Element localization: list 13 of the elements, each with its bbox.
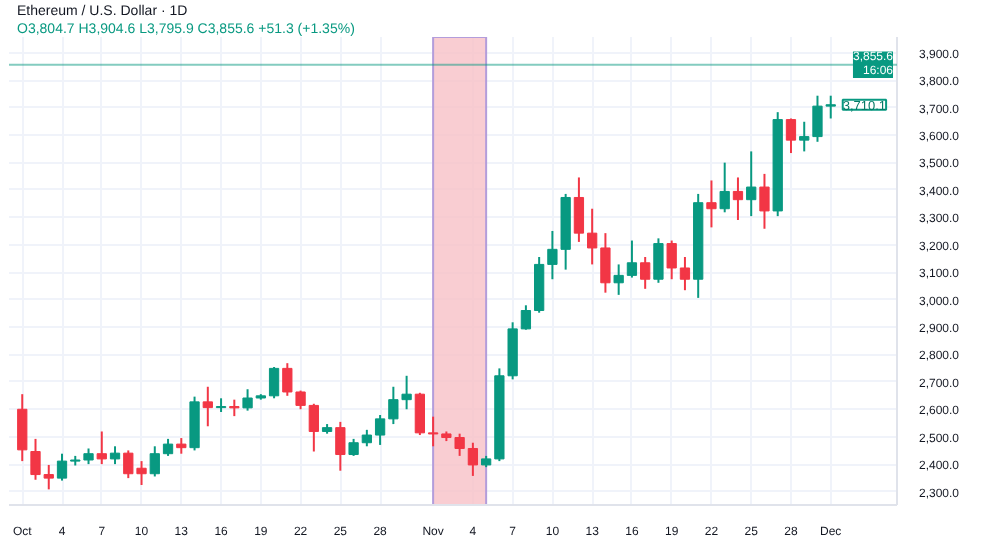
candlestick <box>335 420 346 472</box>
candlestick <box>719 161 730 214</box>
candlestick <box>732 176 744 221</box>
candlestick <box>189 395 200 452</box>
candlestick <box>785 117 797 155</box>
candlestick <box>759 172 770 230</box>
candlestick <box>706 179 717 229</box>
candlestick <box>640 256 651 290</box>
candlestick <box>96 430 107 466</box>
candlestick <box>17 393 28 463</box>
candlestick <box>653 237 664 284</box>
candlestick <box>746 150 757 218</box>
candlestick <box>202 385 213 428</box>
